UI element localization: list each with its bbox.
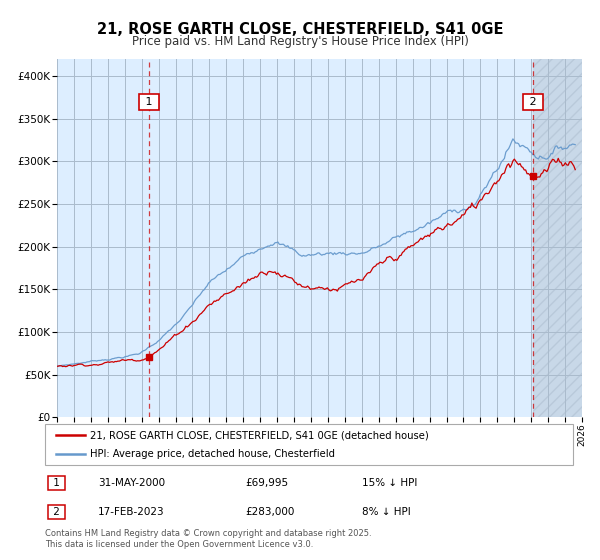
Text: Price paid vs. HM Land Registry's House Price Index (HPI): Price paid vs. HM Land Registry's House … [131,35,469,48]
Text: 1: 1 [50,478,64,488]
Text: £69,995: £69,995 [245,478,289,488]
Text: HPI: Average price, detached house, Chesterfield: HPI: Average price, detached house, Ches… [90,449,335,459]
Text: 1: 1 [142,97,156,107]
Text: £283,000: £283,000 [245,507,295,517]
Text: Contains HM Land Registry data © Crown copyright and database right 2025.
This d: Contains HM Land Registry data © Crown c… [45,529,371,549]
Text: 21, ROSE GARTH CLOSE, CHESTERFIELD, S41 0GE (detached house): 21, ROSE GARTH CLOSE, CHESTERFIELD, S41 … [90,431,428,440]
Text: 17-FEB-2023: 17-FEB-2023 [98,507,164,517]
Bar [533,59,582,417]
Text: 8% ↓ HPI: 8% ↓ HPI [362,507,410,517]
FancyBboxPatch shape [45,424,573,465]
Text: 15% ↓ HPI: 15% ↓ HPI [362,478,417,488]
Bar [533,59,582,417]
Text: 21, ROSE GARTH CLOSE, CHESTERFIELD, S41 0GE: 21, ROSE GARTH CLOSE, CHESTERFIELD, S41 … [97,22,503,38]
Text: 2: 2 [50,507,64,517]
Text: 31-MAY-2000: 31-MAY-2000 [98,478,165,488]
Text: 2: 2 [526,97,540,107]
